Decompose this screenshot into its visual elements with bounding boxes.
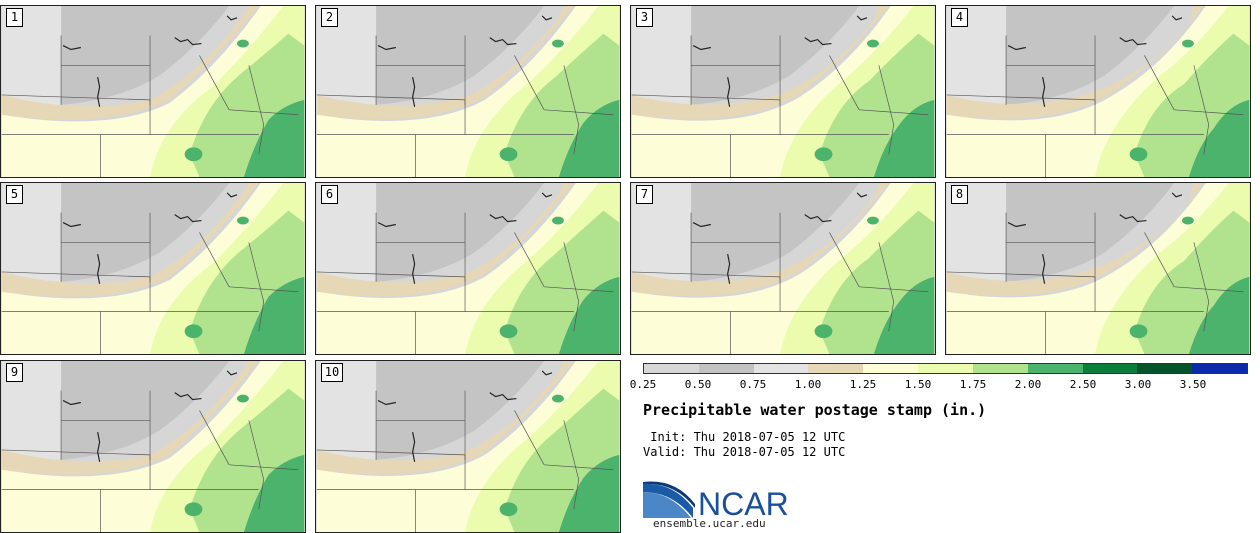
pw-map (1, 361, 305, 532)
map-panel-4: 4 (945, 5, 1251, 178)
colorbar-swatch (753, 364, 809, 373)
colorbar-tick-label: 1.75 (959, 378, 987, 391)
member-number: 1 (6, 8, 23, 27)
pw-map (1, 183, 305, 354)
colorbar-swatch (1027, 364, 1083, 373)
map-panel-3: 3 (630, 5, 936, 178)
map-panel-6: 6 (315, 182, 621, 355)
svg-text:NCAR: NCAR (698, 486, 789, 520)
member-number: 9 (6, 363, 23, 382)
pw-map (946, 6, 1250, 177)
map-panel-9: 9 (0, 360, 306, 533)
colorbar-tick-label: 3.00 (1124, 378, 1152, 391)
member-number: 10 (321, 363, 343, 382)
member-number: 7 (636, 185, 653, 204)
map-panel-1: 1 (0, 5, 306, 178)
member-number: 2 (321, 8, 338, 27)
map-panel-7: 7 (630, 182, 936, 355)
pw-map (631, 6, 935, 177)
colorbar-swatch (972, 364, 1028, 373)
colorbar-tick-label: 2.50 (1069, 378, 1097, 391)
colorbar-tick-label: 0.25 (629, 378, 657, 391)
member-number: 8 (951, 185, 968, 204)
pw-map (1, 6, 305, 177)
pw-map (316, 6, 620, 177)
chart-title: Precipitable water postage stamp (in.) (643, 401, 987, 419)
ncar-logo: NCAR (643, 481, 789, 520)
colorbar-swatch (698, 364, 754, 373)
colorbar-swatch (918, 364, 973, 373)
site-url: ensemble.ucar.edu (653, 517, 766, 530)
member-number: 4 (951, 8, 968, 27)
valid-time: Valid: Thu 2018-07-05 12 UTC (643, 445, 846, 459)
colorbar-tick-label: 0.75 (739, 378, 767, 391)
pw-map (631, 183, 935, 354)
member-number: 3 (636, 8, 653, 27)
colorbar-swatch (1192, 364, 1247, 373)
pw-map (316, 183, 620, 354)
colorbar-tick-label: 0.50 (684, 378, 712, 391)
init-time: Init: Thu 2018-07-05 12 UTC (643, 430, 846, 444)
colorbar-swatch (1082, 364, 1138, 373)
map-panel-5: 5 (0, 182, 306, 355)
colorbar-tick-label: 1.00 (794, 378, 822, 391)
colorbar-tick-label: 2.00 (1014, 378, 1042, 391)
map-panel-8: 8 (945, 182, 1251, 355)
map-panel-10: 10 (315, 360, 621, 533)
colorbar-swatch (863, 364, 919, 373)
colorbar-tick-label: 1.25 (849, 378, 877, 391)
colorbar-ticks: 0.25 0.50 0.75 1.00 1.25 1.50 1.75 2.00 2.50 3.00… (630, 378, 1260, 392)
member-number: 5 (6, 185, 23, 204)
pw-map (946, 183, 1250, 354)
pw-map (316, 361, 620, 532)
colorbar-tick-label: 1.50 (904, 378, 932, 391)
colorbar (643, 363, 1248, 374)
colorbar-swatch (1137, 364, 1193, 373)
colorbar-swatch (644, 364, 699, 373)
colorbar-swatch (808, 364, 864, 373)
member-number: 6 (321, 185, 338, 204)
map-panel-2: 2 (315, 5, 621, 178)
colorbar-tick-label: 3.50 (1179, 378, 1207, 391)
